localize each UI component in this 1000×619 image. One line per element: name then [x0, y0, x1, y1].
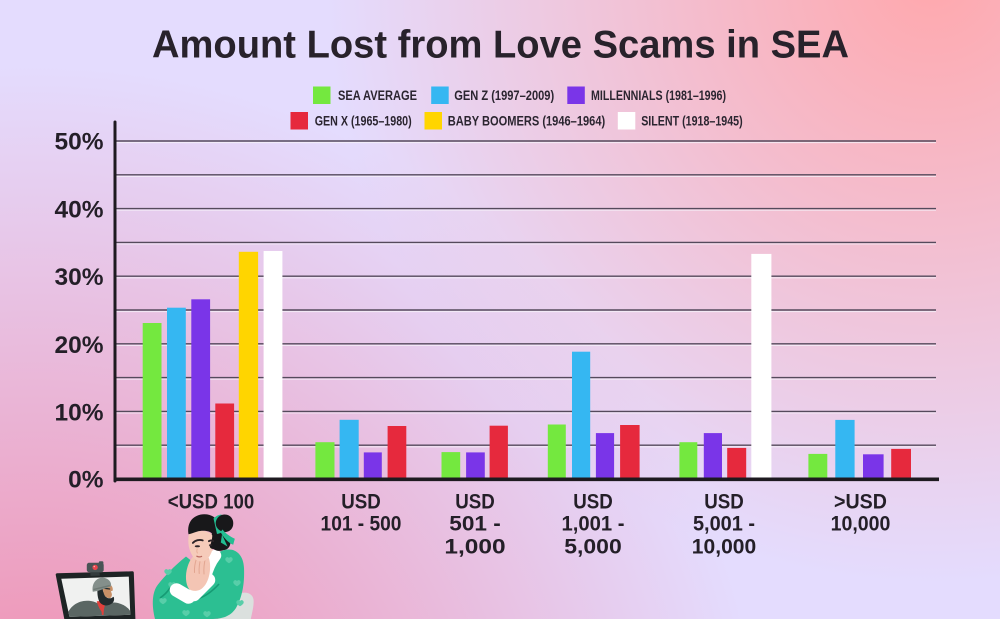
svg-text:MILLENNIALS (1981–1996): MILLENNIALS (1981–1996) [591, 88, 726, 103]
svg-text:101 - 500: 101 - 500 [321, 512, 402, 536]
svg-text:SILENT (1918–1945): SILENT (1918–1945) [641, 114, 743, 129]
svg-text:1,000: 1,000 [444, 535, 505, 559]
svg-text:USD: USD [341, 490, 381, 514]
svg-text:50%: 50% [54, 129, 103, 156]
svg-text:GEN X (1965–1980): GEN X (1965–1980) [315, 114, 412, 129]
svg-text:>USD: >USD [834, 490, 887, 514]
svg-text:GEN Z (1997–2009): GEN Z (1997–2009) [454, 88, 554, 103]
svg-text:SEA AVERAGE: SEA AVERAGE [338, 88, 417, 103]
svg-text:10%: 10% [54, 400, 103, 427]
svg-text:1,001 -: 1,001 - [562, 512, 625, 536]
svg-text:10,000: 10,000 [692, 535, 756, 559]
svg-text:USD: USD [455, 490, 495, 514]
svg-text:0%: 0% [68, 467, 104, 494]
svg-text:10,000: 10,000 [831, 512, 891, 536]
svg-text:USD: USD [573, 490, 613, 514]
svg-text:BABY BOOMERS (1946–1964): BABY BOOMERS (1946–1964) [448, 114, 606, 129]
svg-text:Amount Lost from Love Scams in: Amount Lost from Love Scams in SEA [152, 24, 849, 67]
svg-text:USD: USD [704, 490, 744, 514]
svg-text:20%: 20% [54, 332, 103, 359]
svg-text:30%: 30% [54, 264, 103, 291]
svg-text:501 -: 501 - [449, 512, 501, 536]
svg-text:5,001 -: 5,001 - [693, 512, 755, 536]
svg-text:5,000: 5,000 [564, 535, 622, 559]
svg-text:40%: 40% [54, 196, 103, 223]
svg-text:<USD 100: <USD 100 [168, 490, 255, 514]
